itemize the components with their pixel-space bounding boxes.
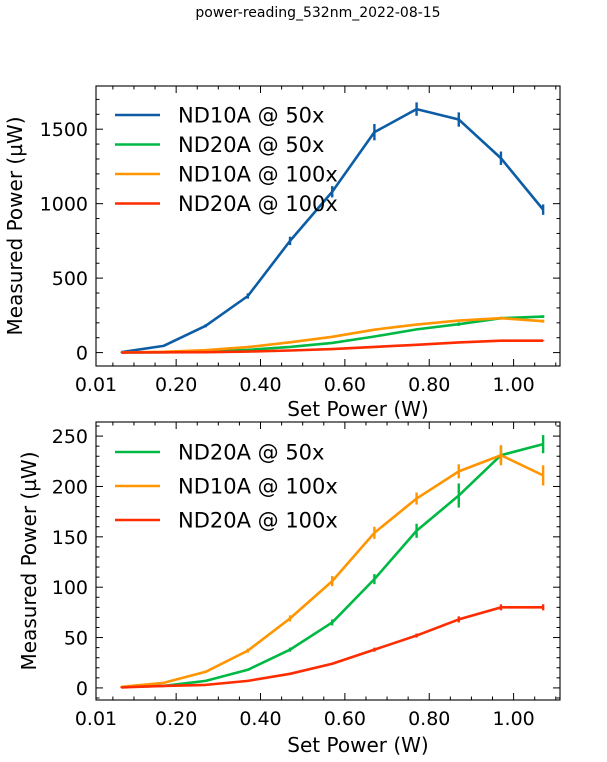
legend: ND10A @ 50x ND20A @ 50x ND10A @ 100x ND20A … bbox=[115, 104, 338, 216]
x-axis-label: Set Power (W) bbox=[287, 733, 428, 757]
x-tick-label: 0.60 bbox=[324, 374, 366, 396]
y-tick-label: 1000 bbox=[40, 194, 88, 216]
series-line-2 bbox=[121, 606, 544, 689]
x-tick-label: 1.00 bbox=[492, 708, 534, 730]
y-tick-label: 100 bbox=[52, 577, 88, 599]
legend-label: ND10A @ 100x bbox=[178, 475, 338, 499]
axes-frame bbox=[95, 85, 561, 367]
x-tick-label: 0.40 bbox=[239, 708, 281, 730]
x-tick-label: 0.20 bbox=[155, 374, 197, 396]
x-tick-label: 0.80 bbox=[408, 708, 450, 730]
x-tick-label: 0.60 bbox=[324, 708, 366, 730]
legend-label: ND20A @ 50x bbox=[178, 133, 324, 157]
y-tick-label: 200 bbox=[52, 476, 88, 498]
top-panel: 0.01 0.20 0.40 0.60 0.80 1.00 0 500 1000 1500 Set … bbox=[3, 85, 561, 421]
y-tick-label: 500 bbox=[52, 268, 88, 290]
plot-area bbox=[120, 102, 545, 354]
x-tick-label: 0.80 bbox=[408, 374, 450, 396]
y-tick-label: 50 bbox=[64, 628, 88, 650]
plot-area bbox=[120, 435, 545, 689]
legend-label: ND20A @ 100x bbox=[178, 509, 338, 533]
x-tick-label: 0.20 bbox=[155, 708, 197, 730]
figure-suptitle: power-reading_532nm_2022-08-15 bbox=[195, 5, 440, 21]
x-tick-label: 1.00 bbox=[492, 374, 534, 396]
x-tick-label: 0.01 bbox=[75, 708, 117, 730]
axes-frame bbox=[95, 421, 561, 701]
legend-label: ND20A @ 100x bbox=[178, 192, 338, 216]
bottom-panel: 0.01 0.20 0.40 0.60 0.80 1.00 0 50 100 150 200 250 S… bbox=[17, 421, 561, 757]
x-axis-label: Set Power (W) bbox=[287, 397, 428, 421]
legend-label: ND10A @ 100x bbox=[178, 163, 338, 187]
y-axis-label: Measured Power (µW) bbox=[3, 117, 27, 336]
y-tick-label: 1500 bbox=[40, 119, 88, 141]
x-tick-label: 0.40 bbox=[239, 374, 281, 396]
y-tick-label: 0 bbox=[76, 343, 88, 365]
y-axis-label: Measured Power (µW) bbox=[17, 452, 41, 671]
x-tick-label: 0.01 bbox=[75, 374, 117, 396]
legend: ND20A @ 50x ND10A @ 100x ND20A @ 100x bbox=[115, 441, 338, 533]
y-tick-label: 0 bbox=[76, 678, 88, 700]
legend-label: ND20A @ 50x bbox=[178, 441, 324, 465]
y-tick-label: 150 bbox=[52, 527, 88, 549]
y-tick-label: 250 bbox=[52, 426, 88, 448]
legend-label: ND10A @ 50x bbox=[178, 104, 324, 128]
